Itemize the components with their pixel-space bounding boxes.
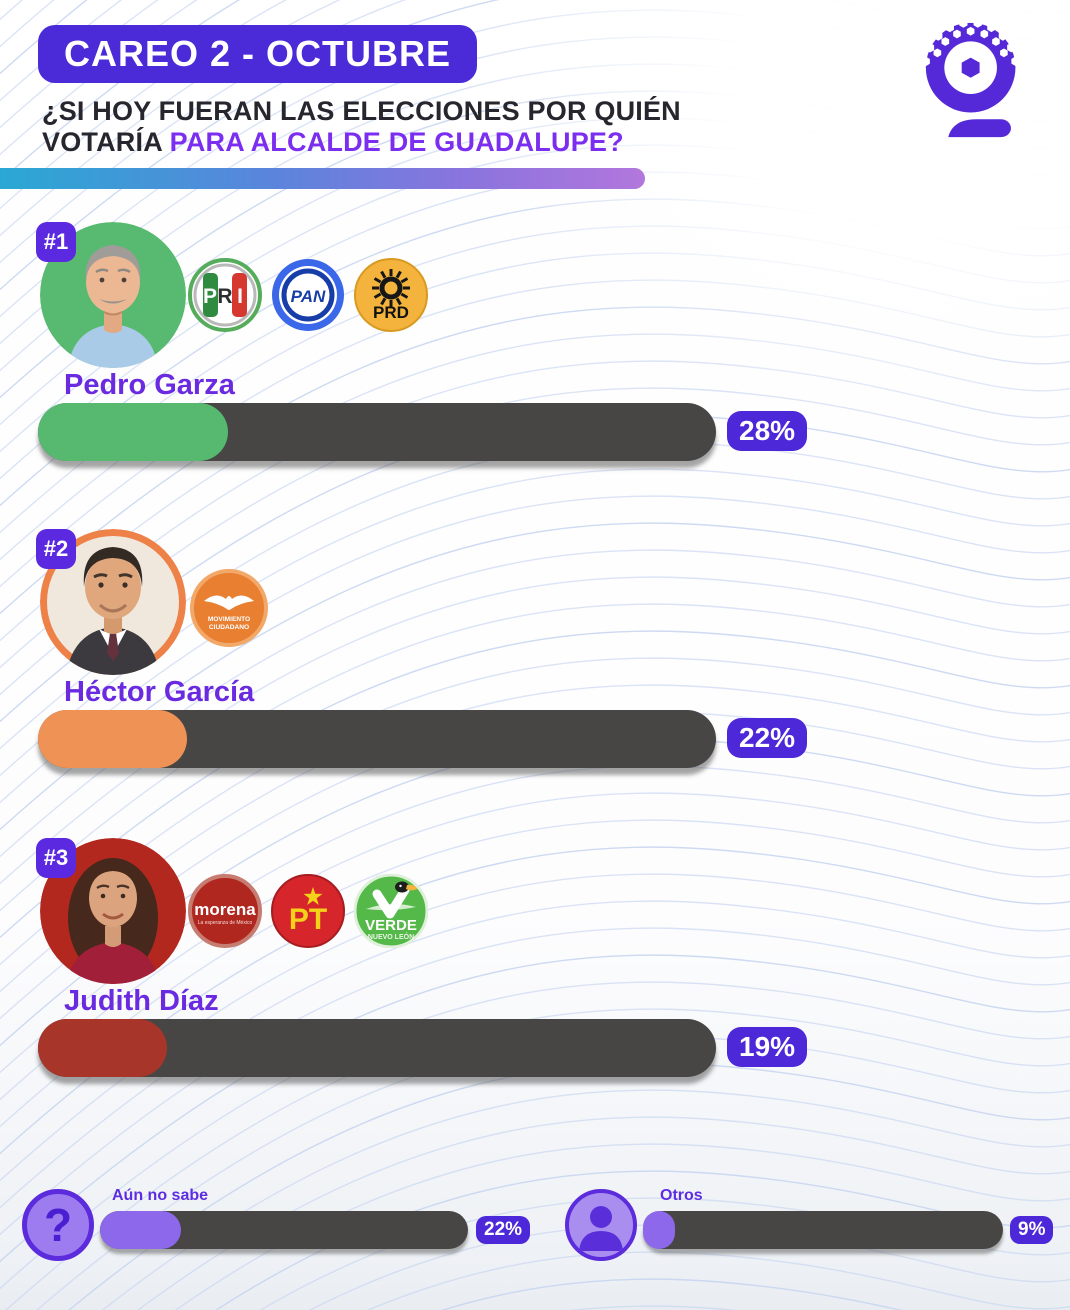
candidate-name: Pedro Garza — [64, 369, 235, 401]
rank-badge: #2 — [36, 529, 76, 569]
percentage-badge: 9% — [1010, 1216, 1054, 1244]
question-accent: PARA ALCALDE DE GUADALUPE? — [169, 127, 624, 157]
pt-logo: PT — [271, 874, 345, 948]
svg-text:PT: PT — [289, 903, 327, 936]
prd-logo: PRD — [354, 258, 428, 332]
svg-text:La esperanza de México: La esperanza de México — [198, 920, 253, 926]
candidate-name: Judith Díaz — [64, 985, 219, 1017]
rank-badge: #3 — [36, 838, 76, 878]
others-bar-track — [643, 1211, 1003, 1249]
percentage-badge: 28% — [727, 411, 808, 451]
title-badge: CAREO 2 - OCTUBRE — [38, 25, 478, 83]
question-line2: VOTARÍA PARA ALCALDE DE GUADALUPE? — [42, 127, 624, 157]
poll-question: ¿SI HOY FUERAN LAS ELECCIONES POR QUIÉN … — [42, 96, 681, 158]
undecided-label: Aún no sabe — [112, 1187, 209, 1204]
pri-logo: P R I — [188, 258, 262, 332]
brand-logo-icon — [921, 18, 1020, 138]
svg-text:PRD: PRD — [373, 303, 409, 322]
others-label: Otros — [660, 1187, 703, 1204]
svg-text:MOVIMIENTO: MOVIMIENTO — [208, 616, 250, 623]
pan-logo: PAN — [272, 259, 344, 331]
result-bar-fill — [38, 710, 188, 768]
svg-text:morena: morena — [194, 900, 256, 919]
result-bar-track — [38, 710, 716, 768]
gradient-divider — [0, 168, 645, 189]
movimiento-ciudadano-logo: MOVIMIENTO CIUDADANO — [190, 569, 268, 647]
others-bar-fill — [643, 1211, 676, 1249]
percentage-badge: 19% — [727, 1027, 808, 1067]
question-line1: ¿SI HOY FUERAN LAS ELECCIONES POR QUIÉN — [42, 96, 681, 126]
morena-logo: morena La esperanza de México — [188, 874, 262, 948]
result-bar-track — [38, 1019, 716, 1077]
result-bar-fill — [38, 403, 228, 461]
question-mark-icon: ? — [22, 1189, 94, 1261]
svg-text:VERDE: VERDE — [365, 917, 417, 934]
svg-text:I: I — [237, 285, 243, 308]
result-bar-track — [38, 403, 716, 461]
verde-logo: VERDE NUEVO LEÓN — [354, 874, 428, 948]
svg-text:PAN: PAN — [291, 287, 326, 306]
candidate-row: #3 morena La esperanza de México PT VERD… — [0, 838, 1070, 1088]
candidate-name: Héctor García — [64, 676, 255, 708]
svg-text:CIUDADANO: CIUDADANO — [209, 624, 249, 631]
percentage-badge: 22% — [476, 1216, 531, 1244]
svg-text:R: R — [217, 285, 232, 308]
candidate-row: #1 P R I PAN PRD — [0, 222, 1070, 472]
other-options-row: ? Aún no sabe 22% Otros 9% — [0, 1185, 1070, 1295]
person-icon — [565, 1189, 637, 1261]
percentage-badge: 22% — [727, 718, 808, 758]
result-bar-fill — [38, 1019, 167, 1077]
rank-badge: #1 — [36, 222, 76, 262]
svg-text:NUEVO LEÓN: NUEVO LEÓN — [368, 932, 414, 941]
undecided-bar-fill — [100, 1211, 181, 1249]
candidate-row: #2 MOVIMIENTO CIUDADANO Héctor García 22… — [0, 529, 1070, 779]
page-title: CAREO 2 - OCTUBRE — [64, 33, 452, 74]
svg-text:P: P — [203, 285, 217, 308]
undecided-bar-track — [100, 1211, 468, 1249]
